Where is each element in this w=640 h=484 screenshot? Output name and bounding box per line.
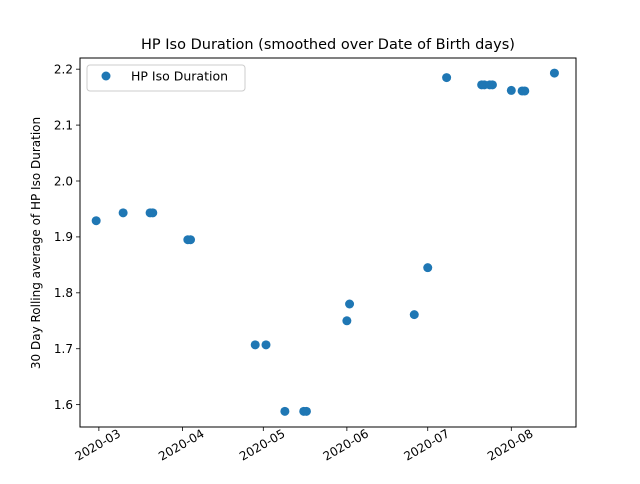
data-point: [409, 310, 419, 320]
data-point: [250, 340, 260, 350]
legend-label: HP Iso Duration: [131, 69, 228, 84]
y-tick-label: 1.6: [54, 398, 73, 412]
data-point: [280, 406, 290, 416]
y-axis-ticks: 1.6 1.7 1.8 1.9 2.0 2.1 2.2: [54, 62, 80, 412]
data-point: [91, 216, 101, 226]
data-point: [186, 235, 196, 245]
data-point: [487, 80, 497, 90]
data-point: [423, 263, 433, 273]
legend-marker: [101, 71, 111, 81]
data-point: [342, 316, 352, 326]
data-point: [506, 85, 516, 95]
legend-box: [86, 64, 246, 92]
data-point: [118, 208, 128, 218]
legend: HP Iso Duration: [86, 64, 246, 92]
data-point: [520, 86, 530, 96]
data-point: [148, 208, 158, 218]
plot-area-frame: [79, 57, 577, 428]
data-point: [301, 406, 311, 416]
y-axis-label: 30 Day Rolling average of HP Iso Duratio…: [29, 117, 43, 369]
y-tick-label: 2.1: [54, 118, 73, 132]
y-tick-label: 2.0: [54, 174, 73, 188]
data-points: [91, 68, 559, 416]
data-point: [261, 340, 271, 350]
data-point: [345, 299, 355, 309]
chart-title: HP Iso Duration (smoothed over Date of B…: [141, 37, 515, 53]
data-point: [549, 68, 559, 78]
data-point: [442, 73, 452, 83]
y-tick-label: 1.9: [54, 230, 73, 244]
y-tick-label: 1.8: [54, 286, 73, 300]
y-tick-label: 2.2: [54, 62, 73, 76]
y-tick-label: 1.7: [54, 342, 73, 356]
